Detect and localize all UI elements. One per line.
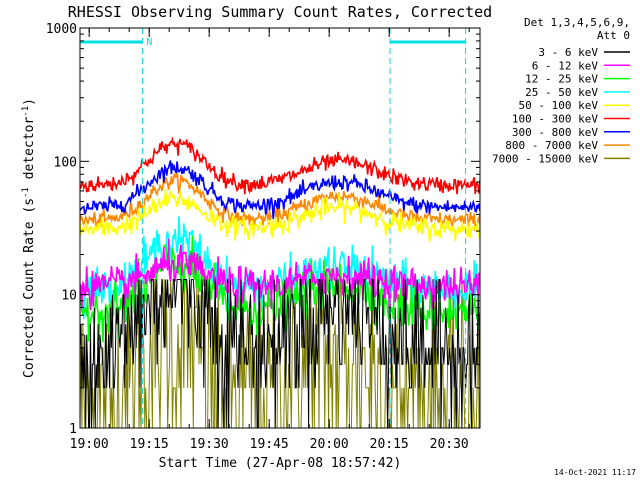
x-tick-label: 20:15 <box>370 437 409 452</box>
y-axis: 1 10 100 1000 <box>46 22 480 437</box>
x-tick-label: 19:15 <box>130 437 169 452</box>
legend-label: 300 - 800 keV <box>512 126 598 139</box>
night-label: N <box>146 37 152 48</box>
x-tick-label: 19:00 <box>70 437 109 452</box>
y-axis-label: Corrected Count Rate (s-1 detector-1) <box>21 98 37 378</box>
legend-label: 800 - 7000 keV <box>505 139 598 152</box>
x-axis: 19:00 19:15 19:30 19:45 20:00 20:15 20:30 <box>70 28 470 452</box>
y-axis-label-sup2: -1 <box>21 106 31 117</box>
y-tick-label: 1000 <box>46 22 77 37</box>
legend-label: 12 - 25 keV <box>525 73 598 86</box>
chart-title: RHESSI Observing Summary Count Rates, Co… <box>68 3 492 21</box>
legend-label: 100 - 300 keV <box>512 113 598 126</box>
y-tick-label: 1 <box>69 422 77 437</box>
plot-area <box>80 28 480 428</box>
series-line-0 <box>80 279 480 428</box>
x-axis-label: Start Time (27-Apr-08 18:57:42) <box>159 456 402 471</box>
x-tick-label: 20:30 <box>430 437 469 452</box>
y-tick-label: 100 <box>54 155 77 170</box>
legend-label: 7000 - 15000 keV <box>492 152 598 165</box>
series-line-5 <box>80 136 480 195</box>
timestamp: 14-Oct-2021 11:17 <box>554 468 636 477</box>
x-tick-label: 20:00 <box>310 437 349 452</box>
legend-label: 6 - 12 keV <box>532 59 599 72</box>
y-tick-label: 10 <box>61 289 77 304</box>
y-axis-label-mid: detector <box>22 117 37 188</box>
y-axis-label-main: Corrected Count Rate (s <box>22 198 37 378</box>
x-tick-label: 19:45 <box>250 437 289 452</box>
legend-header-line-1: Det 1,3,4,5,6,9, <box>524 16 630 29</box>
legend-label: 3 - 6 keV <box>538 46 598 59</box>
legend-header-line-2: Att 0 <box>597 29 630 42</box>
legend-label: 25 - 50 keV <box>525 86 598 99</box>
plot-frame <box>79 27 481 429</box>
series-line-4 <box>80 189 480 243</box>
legend-label: 50 - 100 keV <box>519 99 599 112</box>
series-line-6 <box>80 160 480 220</box>
y-axis-label-end: ) <box>22 98 37 106</box>
x-tick-label: 19:30 <box>190 437 229 452</box>
series-line-1 <box>80 238 480 314</box>
y-axis-label-sup1: -1 <box>21 187 31 198</box>
